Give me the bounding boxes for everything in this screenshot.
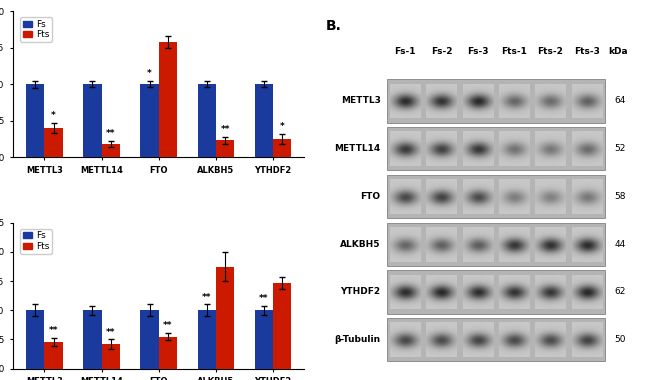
Bar [198, 84, 216, 157]
Bar [216, 266, 234, 369]
Text: 52: 52 [615, 144, 626, 153]
Text: 58: 58 [615, 192, 626, 201]
Bar [198, 310, 216, 369]
Bar [26, 84, 44, 157]
Text: *: * [51, 111, 56, 120]
Text: kDa: kDa [608, 47, 628, 56]
Text: FTO: FTO [361, 192, 380, 201]
Text: **: ** [202, 293, 211, 302]
Bar [216, 141, 234, 157]
Bar [159, 337, 177, 369]
Text: 44: 44 [615, 240, 626, 249]
Bar [159, 42, 177, 157]
Text: **: ** [220, 125, 230, 134]
Text: **: ** [163, 321, 173, 330]
Legend: Fs, Fts: Fs, Fts [20, 17, 52, 42]
Text: METTL14: METTL14 [334, 144, 380, 153]
Text: *: * [280, 122, 285, 131]
Bar [44, 128, 63, 157]
Text: 64: 64 [615, 97, 626, 106]
Text: METTL3: METTL3 [341, 97, 380, 106]
Text: 50: 50 [615, 335, 626, 344]
Bar [83, 84, 101, 157]
Text: Fs-1: Fs-1 [395, 47, 416, 56]
Text: 62: 62 [615, 288, 626, 296]
Bar [44, 342, 63, 369]
Legend: Fs, Fts: Fs, Fts [20, 229, 52, 253]
Bar [387, 79, 605, 123]
Text: Fs-3: Fs-3 [467, 47, 489, 56]
Bar [101, 344, 120, 369]
Text: **: ** [259, 294, 268, 303]
Text: β-Tubulin: β-Tubulin [335, 335, 380, 344]
Bar [387, 223, 605, 266]
Bar [255, 310, 273, 369]
Bar [273, 283, 291, 369]
Bar [387, 175, 605, 218]
Text: Fs-2: Fs-2 [431, 47, 452, 56]
Bar [83, 310, 101, 369]
Bar [140, 84, 159, 157]
Bar [387, 127, 605, 171]
Text: ALKBH5: ALKBH5 [340, 240, 380, 249]
Bar [26, 310, 44, 369]
Text: B.: B. [326, 19, 342, 33]
Text: YTHDF2: YTHDF2 [341, 288, 380, 296]
Text: Fts-1: Fts-1 [501, 47, 527, 56]
Text: *: * [148, 70, 152, 78]
Bar [255, 84, 273, 157]
Bar [387, 270, 605, 314]
Text: **: ** [106, 328, 116, 337]
Text: **: ** [49, 326, 58, 336]
Bar [101, 144, 120, 157]
Text: Fts-2: Fts-2 [538, 47, 564, 56]
Bar [140, 310, 159, 369]
Text: **: ** [106, 129, 116, 138]
Bar [387, 318, 605, 361]
Bar [273, 139, 291, 157]
Text: Fts-3: Fts-3 [574, 47, 600, 56]
